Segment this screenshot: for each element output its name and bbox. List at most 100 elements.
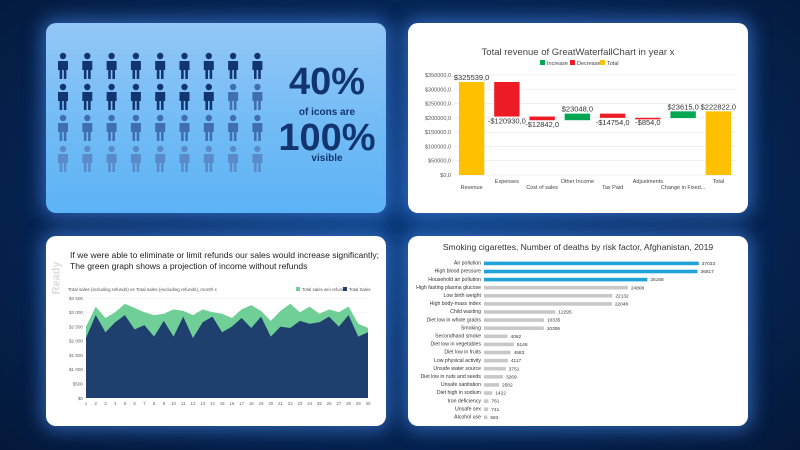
data-label: $222822,0 bbox=[701, 102, 736, 111]
x-tick-label: 13 bbox=[200, 401, 205, 406]
y-tick-label: $2 000 bbox=[69, 339, 83, 344]
waterfall-bar bbox=[458, 81, 485, 175]
person-icon bbox=[203, 114, 214, 141]
x-tick-label: Adjustments bbox=[633, 179, 664, 185]
x-tick-label: 4 bbox=[114, 401, 117, 406]
person-icon bbox=[106, 145, 117, 172]
x-tick-label: 19 bbox=[259, 401, 264, 406]
bar bbox=[484, 407, 489, 411]
person-icon bbox=[179, 145, 190, 172]
bar bbox=[484, 277, 648, 282]
waterfall-bar bbox=[599, 113, 626, 118]
value-label: 4062 bbox=[511, 334, 522, 340]
bar bbox=[484, 285, 628, 290]
x-tick-label: 24 bbox=[307, 401, 312, 406]
person-icon bbox=[155, 83, 166, 110]
x-tick-label: Cost of sales bbox=[526, 185, 558, 191]
data-label: $325539,0 bbox=[454, 73, 489, 82]
x-tick-label: 29 bbox=[356, 401, 361, 406]
person-icon bbox=[130, 83, 141, 110]
person-icon bbox=[155, 52, 166, 79]
bar bbox=[484, 375, 503, 379]
category-label: Diet low in vegetables bbox=[431, 342, 482, 348]
y-tick-label: $1 500 bbox=[69, 353, 83, 358]
x-tick-label: 9 bbox=[163, 401, 166, 406]
waterfall-bar bbox=[705, 111, 732, 175]
person-icon bbox=[130, 114, 141, 141]
person-icon bbox=[130, 52, 141, 79]
value-label: 761 bbox=[491, 399, 499, 405]
value-label: 10306 bbox=[547, 326, 561, 332]
waterfall-bar bbox=[494, 81, 520, 117]
category-label: High fasting plasma glucose bbox=[416, 285, 481, 291]
bar bbox=[484, 366, 506, 371]
chart-subtitle: Total sales (including refunds) vs Total… bbox=[68, 287, 217, 292]
bar bbox=[484, 310, 556, 314]
person-icon bbox=[252, 52, 263, 79]
bar bbox=[484, 318, 544, 322]
person-icon bbox=[228, 114, 239, 141]
waterfall-bar bbox=[670, 111, 696, 119]
person-icon bbox=[179, 52, 190, 79]
bar bbox=[484, 399, 489, 403]
value-label: 741 bbox=[491, 407, 499, 413]
x-tick-label: 12 bbox=[191, 401, 196, 406]
x-tick-label: 23 bbox=[297, 401, 302, 406]
x-tick-label: 8 bbox=[153, 401, 156, 406]
person-icon bbox=[252, 145, 263, 172]
person-icon bbox=[252, 114, 263, 141]
x-tick-label: Change in Fixed... bbox=[661, 185, 706, 191]
hbar-chart-panel: Smoking cigarettes, Number of deaths by … bbox=[408, 236, 748, 426]
person-icon bbox=[58, 52, 68, 79]
y-tick-label: $200000,0 bbox=[425, 116, 451, 122]
value-label: 583 bbox=[490, 415, 498, 421]
x-tick-label: 18 bbox=[249, 401, 254, 406]
person-icon bbox=[58, 114, 68, 141]
x-tick-label: 7 bbox=[143, 401, 146, 406]
y-tick-label: $1 000 bbox=[69, 367, 83, 372]
category-label: Household air pollution bbox=[428, 277, 481, 283]
person-icon bbox=[82, 83, 93, 110]
hbar-chart: Air pollution 37033 High blood pressure 368… bbox=[416, 261, 715, 421]
value-label: 28168 bbox=[650, 277, 664, 283]
x-tick-label: 15 bbox=[220, 401, 225, 406]
x-tick-label: Total bbox=[713, 179, 725, 185]
percent-top: 40% bbox=[288, 61, 366, 103]
legend-label: Increase bbox=[547, 61, 568, 67]
y-tick-label: $300000,0 bbox=[425, 87, 451, 93]
person-icon bbox=[106, 114, 117, 141]
category-label: Secondhand smoke bbox=[435, 334, 481, 340]
value-label: 12295 bbox=[558, 310, 572, 316]
x-tick-label: Tax Paid bbox=[602, 185, 623, 191]
category-label: Alcohol use bbox=[454, 415, 481, 421]
person-icon bbox=[106, 52, 117, 79]
x-tick-label: 25 bbox=[317, 401, 322, 406]
data-label: $23615,0 bbox=[667, 102, 698, 111]
data-label: -$14754,0 bbox=[596, 118, 630, 127]
x-tick-label: 14 bbox=[210, 401, 215, 406]
person-icon bbox=[203, 83, 214, 110]
value-label: 4117 bbox=[511, 358, 522, 364]
person-icon bbox=[203, 52, 214, 79]
person-icon bbox=[179, 83, 190, 110]
chart-title: Smoking cigarettes, Number of deaths by … bbox=[442, 242, 714, 252]
bar bbox=[484, 269, 698, 274]
icon-array-panel: 40% of icons are 100% visible bbox=[46, 23, 386, 213]
y-tick-label: $250000,0 bbox=[425, 102, 451, 108]
data-label: -$12842,0 bbox=[525, 120, 559, 129]
category-label: High blood pressure bbox=[435, 269, 482, 275]
y-tick-label: $100000,0 bbox=[425, 144, 451, 150]
y-tick-label: $150000,0 bbox=[425, 130, 451, 136]
category-label: High body-mass index bbox=[430, 301, 482, 307]
category-label: Smoking bbox=[461, 325, 481, 331]
area-chart-panel: Ready If we were able to eliminate or li… bbox=[46, 236, 386, 426]
legend-label: Total sales w/o refunds bbox=[302, 287, 347, 292]
percent-bottom: 100% bbox=[278, 117, 376, 159]
value-label: 3751 bbox=[509, 366, 520, 372]
value-label: 1422 bbox=[495, 391, 506, 397]
person-icon bbox=[179, 114, 190, 141]
person-icon bbox=[82, 145, 93, 172]
category-label: Iron deficiency bbox=[448, 398, 482, 404]
y-tick-label: $500 bbox=[73, 382, 84, 387]
legend-label: Total bbox=[607, 61, 619, 67]
